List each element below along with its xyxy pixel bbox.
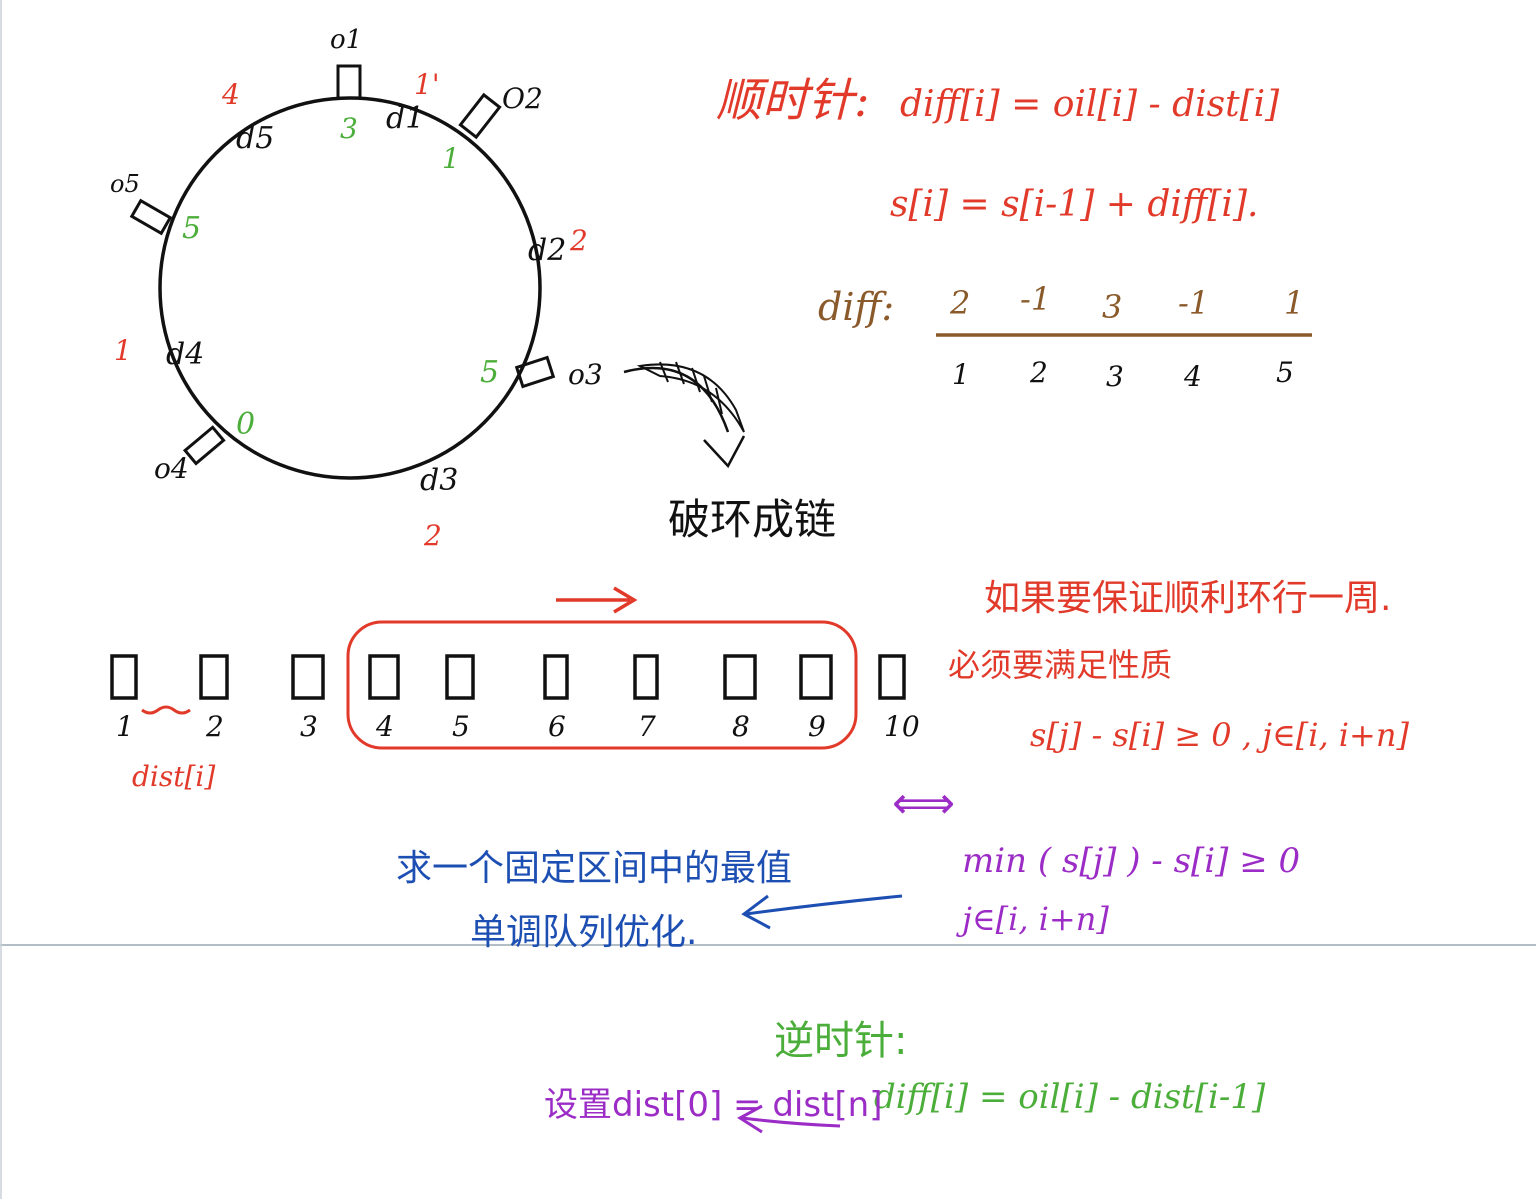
- green-note-5: 5: [182, 211, 201, 246]
- chain-index-5: 5: [452, 710, 470, 743]
- chain-box-4: [368, 654, 400, 700]
- green-note-4: 0: [236, 407, 255, 442]
- purple-arrow-head: [737, 1104, 763, 1134]
- clockwise-s-formula: s[i] = s[i-1] + diff[i].: [890, 184, 1258, 225]
- chain-box-10: [878, 654, 906, 700]
- chain-box-9: [799, 654, 833, 700]
- blue-arrow: [745, 894, 903, 916]
- station-box-o4: [182, 425, 226, 466]
- chain-index-1: 1: [116, 710, 134, 743]
- chain-box-2: [199, 654, 229, 700]
- diff-index-4: 4: [1183, 360, 1202, 393]
- chain-box-3: [291, 654, 325, 700]
- clockwise-title: 顺时针:: [716, 73, 870, 127]
- condition-line-1: 如果要保证顺利环行一周.: [984, 578, 1391, 619]
- break-ring-text: 破环成链: [668, 495, 836, 544]
- chain-index-6: 6: [548, 710, 566, 743]
- red-note-2: 2: [569, 224, 588, 257]
- diff-table-label: diff:: [818, 285, 894, 329]
- red-note-5: 4: [221, 78, 240, 111]
- station-box-o1: [336, 64, 362, 100]
- condition-line-3: s[j] - s[i] ≥ 0 , j∈[i, i+n]: [1030, 716, 1409, 754]
- condition-line-2: 必须要满足性质: [948, 646, 1172, 684]
- red-note-1: 1': [414, 68, 440, 101]
- oil-label-1: o1: [330, 25, 362, 55]
- chain-index-3: 3: [300, 710, 318, 743]
- ring-diagram: o1 O2 o3 o4 o5 d1 d2 d3 d4 d5 1' 2 2 1 4…: [110, 25, 603, 552]
- diff-value-1: 2: [949, 284, 970, 322]
- dist-label-3: d3: [420, 463, 458, 498]
- set-dist-text: 设置dist[0] = dist[n]: [544, 1085, 883, 1125]
- chain-index-2: 2: [205, 710, 224, 743]
- min-range: j∈[i, i+n]: [956, 900, 1109, 938]
- chain-boxes: 1 2 3 4 5 6 7 8 9 10: [110, 654, 920, 743]
- dist-brace: [141, 705, 191, 715]
- chain-box-8: [723, 654, 757, 700]
- station-box-o5: [129, 198, 173, 236]
- purple-arrow: [741, 1116, 841, 1128]
- red-note-3: 2: [423, 519, 442, 552]
- window-box: [346, 620, 858, 750]
- station-box-o2: [458, 92, 502, 140]
- window-arrow-head: [613, 586, 638, 614]
- chain: 1 2 3 4 5 6 7 8 9 10 dist[i]: [110, 586, 920, 793]
- diff-index-5: 5: [1276, 356, 1294, 389]
- dist-label-1: d1: [386, 101, 424, 136]
- min-expression: min ( s[j] ) - s[i] ≥ 0: [962, 841, 1300, 881]
- blue-note-line-2: 单调队列优化.: [470, 912, 697, 953]
- blue-note-line-1: 求一个固定区间中的最值: [396, 848, 792, 889]
- diff-index-1: 1: [952, 358, 970, 391]
- counterclockwise-formula: diff[i] = oil[i] - dist[i-1]: [874, 1077, 1266, 1117]
- oil-label-4: o4: [154, 452, 189, 485]
- chain-box-5: [445, 654, 475, 700]
- dist-label-5: d5: [236, 121, 274, 156]
- chain-dist-label: dist[i]: [132, 760, 215, 793]
- dist-label-2: d2: [528, 233, 566, 268]
- oil-label-5: o5: [110, 170, 140, 198]
- chain-index-10: 10: [884, 710, 920, 743]
- red-note-4: 1: [114, 334, 132, 367]
- diff-value-2: -1: [1020, 280, 1051, 318]
- equivalence-symbol: ⟺: [892, 778, 955, 829]
- green-note-3: 5: [480, 355, 499, 390]
- chain-box-6: [543, 654, 569, 700]
- chain-box-1: [110, 654, 138, 700]
- chain-index-4: 4: [375, 710, 394, 743]
- oil-label-3: o3: [568, 358, 603, 391]
- oil-label-2: O2: [502, 82, 543, 115]
- ring-circle: [158, 96, 542, 480]
- diff-value-3: 3: [1102, 288, 1122, 326]
- diff-value-4: -1: [1178, 284, 1209, 322]
- green-note-2: 1: [442, 142, 460, 175]
- diff-index-3: 3: [1106, 360, 1124, 393]
- chain-index-9: 9: [808, 710, 826, 743]
- diff-index-2: 2: [1029, 356, 1048, 389]
- break-arrow: [623, 361, 746, 469]
- chain-index-8: 8: [732, 710, 750, 743]
- blue-arrow-head: [741, 894, 771, 930]
- green-note-1: 3: [340, 112, 358, 145]
- diff-value-5: 1: [1284, 284, 1304, 322]
- chain-box-7: [633, 654, 659, 700]
- chain-index-7: 7: [638, 710, 656, 743]
- dist-label-4: d4: [166, 337, 204, 372]
- station-box-o3: [514, 355, 556, 389]
- counterclockwise-title: 逆时针:: [774, 1018, 907, 1064]
- clockwise-diff-formula: diff[i] = oil[i] - dist[i]: [900, 84, 1280, 125]
